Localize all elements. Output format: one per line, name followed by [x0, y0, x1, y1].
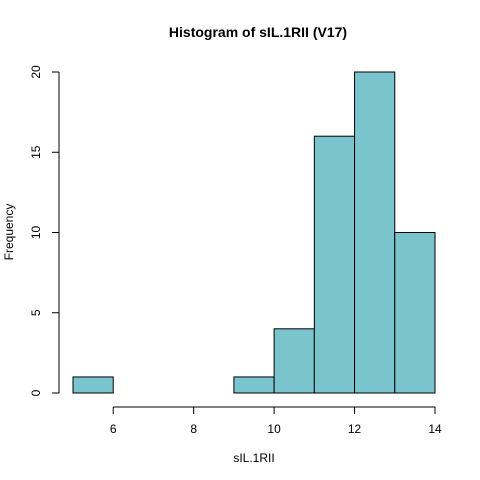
y-tick-label: 15: [29, 145, 43, 159]
histogram-bar-7: [354, 71, 396, 394]
histogram-bar-0: [72, 376, 114, 394]
x-tick-label: 8: [190, 422, 197, 436]
x-tick-label: 12: [348, 422, 362, 436]
histogram-bar-4: [233, 376, 275, 394]
y-tick-label: 5: [29, 309, 43, 316]
x-tick-label: 14: [428, 422, 442, 436]
histogram-bar-6: [313, 135, 356, 394]
x-axis: 6 8 10 12 14: [110, 406, 442, 436]
histogram-bar-8: [394, 232, 436, 394]
y-axis-label: Frequency: [2, 204, 16, 261]
y-tick-label: 0: [29, 389, 43, 396]
x-tick-label: 10: [267, 422, 281, 436]
y-axis: 0 5 10 15 20: [29, 65, 60, 396]
histogram-bar-5: [273, 328, 315, 394]
x-axis-label: sIL.1RII: [233, 451, 274, 465]
y-tick-label: 20: [29, 65, 43, 79]
chart-title: Histogram of sIL.1RII (V17): [169, 24, 347, 40]
bars-group: [72, 71, 436, 394]
y-tick-label: 10: [29, 226, 43, 240]
x-tick-label: 6: [110, 422, 117, 436]
